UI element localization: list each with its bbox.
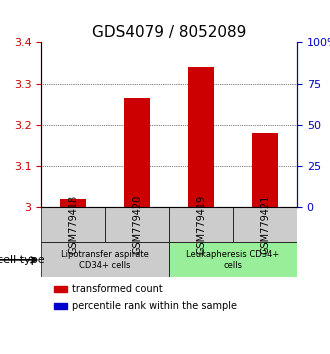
Bar [54, 303, 67, 309]
Text: GSM779419: GSM779419 [196, 195, 206, 254]
Text: percentile rank within the sample: percentile rank within the sample [72, 301, 237, 311]
Bar [252, 133, 278, 207]
Text: GSM779421: GSM779421 [260, 195, 270, 254]
FancyBboxPatch shape [169, 242, 297, 278]
Bar [124, 98, 150, 207]
Bar [188, 67, 214, 207]
FancyBboxPatch shape [105, 207, 169, 242]
Text: Lipotransfer aspirate
CD34+ cells: Lipotransfer aspirate CD34+ cells [61, 250, 149, 269]
Bar [54, 286, 67, 292]
FancyBboxPatch shape [169, 207, 233, 242]
Text: transformed count: transformed count [72, 284, 163, 294]
Text: GSM779418: GSM779418 [68, 195, 78, 254]
FancyBboxPatch shape [233, 207, 297, 242]
Text: GSM779420: GSM779420 [132, 195, 142, 254]
Text: Leukapheresis CD34+
cells: Leukapheresis CD34+ cells [186, 250, 280, 269]
Text: cell type: cell type [0, 255, 45, 265]
FancyBboxPatch shape [41, 207, 105, 242]
Title: GDS4079 / 8052089: GDS4079 / 8052089 [92, 25, 246, 40]
Bar [60, 199, 86, 207]
FancyBboxPatch shape [41, 242, 169, 278]
